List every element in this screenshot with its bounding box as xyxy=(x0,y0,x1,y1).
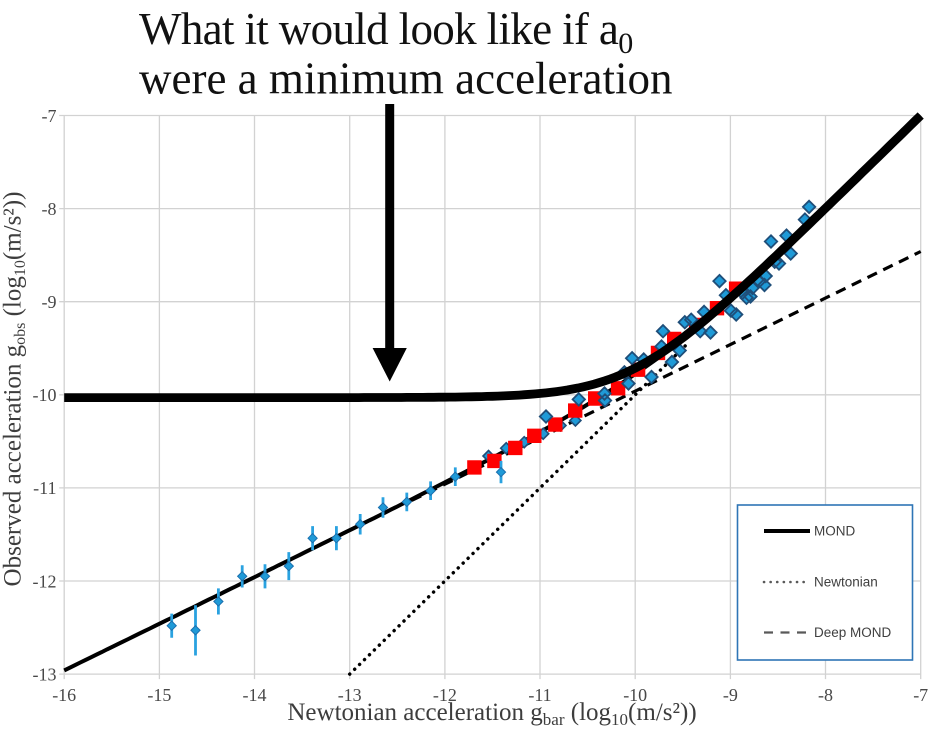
svg-text:Newtonian acceleration gbar (l: Newtonian acceleration gbar (log10(m/s²)… xyxy=(287,699,696,729)
svg-text:Deep MOND: Deep MOND xyxy=(814,625,892,640)
svg-text:-13: -13 xyxy=(338,685,362,705)
svg-text:-14: -14 xyxy=(243,685,267,705)
svg-text:MOND: MOND xyxy=(814,524,855,539)
svg-text:-10: -10 xyxy=(623,685,647,705)
svg-text:-7: -7 xyxy=(913,685,928,705)
svg-text:-12: -12 xyxy=(433,685,457,705)
svg-text:-11: -11 xyxy=(528,685,551,705)
svg-text:-9: -9 xyxy=(723,685,738,705)
svg-text:-8: -8 xyxy=(818,685,833,705)
svg-text:What it would look like if a0: What it would look like if a0 xyxy=(139,4,633,60)
svg-text:Newtonian: Newtonian xyxy=(814,575,878,590)
svg-text:-13: -13 xyxy=(33,664,57,684)
svg-text:Observed acceleration gobs (lo: Observed acceleration gobs (log10(m/s²)) xyxy=(0,192,29,587)
svg-text:-9: -9 xyxy=(42,292,57,312)
svg-text:-8: -8 xyxy=(42,199,57,219)
svg-text:-7: -7 xyxy=(42,106,57,126)
svg-text:-16: -16 xyxy=(52,685,76,705)
svg-text:-11: -11 xyxy=(33,478,56,498)
svg-text:-12: -12 xyxy=(33,571,57,591)
svg-text:-15: -15 xyxy=(147,685,171,705)
svg-text:-10: -10 xyxy=(33,385,57,405)
svg-text:were a minimum acceleration: were a minimum acceleration xyxy=(139,54,673,104)
